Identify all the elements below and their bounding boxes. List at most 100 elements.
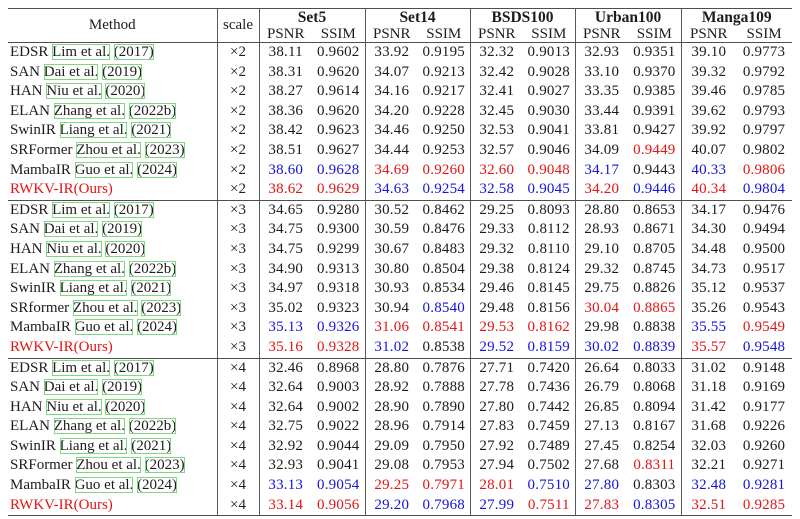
method-cell: ELAN Zhang et al. (2022b) <box>8 102 217 122</box>
ssim-header: SSIM <box>426 26 462 42</box>
psnr-value: 32.53 <box>469 121 524 141</box>
scale-cell: ×3 <box>216 239 259 260</box>
citation-year-link[interactable]: (2022b) <box>128 102 177 119</box>
psnr-value: 29.46 <box>469 279 524 299</box>
citation-link[interactable]: Zhang et al. <box>53 418 125 435</box>
psnr-value: 35.57 <box>680 337 737 358</box>
psnr-value: 34.63 <box>364 180 419 201</box>
ssim-value: 0.8110 <box>527 240 570 257</box>
citation-year-link[interactable]: (2022b) <box>128 418 177 435</box>
ssim-value: 0.9169 <box>742 379 786 396</box>
citation-year-link[interactable]: (2022b) <box>128 260 177 277</box>
method-name: EDSR <box>10 44 49 60</box>
psnr-value: 33.92 <box>364 42 419 63</box>
ssim-value: 0.9328 <box>317 338 360 355</box>
citation-link[interactable]: Niu et al. <box>46 83 102 100</box>
citation-year-link[interactable]: (2017) <box>113 359 154 376</box>
psnr-value: 40.07 <box>680 140 737 161</box>
citation-link[interactable]: Liang et al. <box>59 280 128 297</box>
citation-year-link[interactable]: (2020) <box>105 398 146 415</box>
ssim-value: 0.8462 <box>422 201 465 218</box>
ssim-value: 0.9323 <box>317 299 360 316</box>
psnr-value: 30.93 <box>364 279 419 299</box>
citation-year-link[interactable]: (2019) <box>102 379 143 396</box>
scale-block: EDSR Lim et al. (2017) ×2 38.11 0.9602 33.92… <box>8 42 793 201</box>
citation-link[interactable]: Zhou et al. <box>76 457 141 474</box>
citation-link[interactable]: Dai et al. <box>43 379 99 396</box>
citation-link[interactable]: Dai et al. <box>43 63 99 80</box>
scale-cell: ×4 <box>216 378 259 398</box>
psnr-value: 27.80 <box>574 476 629 496</box>
ssim-value: 0.8653 <box>633 201 676 218</box>
method-name: SRFormer <box>10 457 73 474</box>
citation-link[interactable]: Zhang et al. <box>53 260 125 277</box>
ssim-value: 0.9443 <box>633 161 676 178</box>
ssim-value: 0.9548 <box>742 338 786 355</box>
citation-link[interactable]: Lim et al. <box>52 201 110 218</box>
citation-link[interactable]: Zhou et al. <box>72 299 138 316</box>
citation-year-link[interactable]: (2017) <box>113 201 154 218</box>
table-row: MambaIR Guo et al. (2024) ×2 38.60 0.9628 34… <box>8 160 792 181</box>
psnr-value: 26.79 <box>574 378 629 398</box>
citation-year-link[interactable]: (2020) <box>105 83 146 100</box>
psnr-value: 27.45 <box>574 436 629 457</box>
citation-link[interactable]: Dai et al. <box>43 221 99 238</box>
citation-link[interactable]: Liang et al. <box>59 122 128 139</box>
method-cell: SwinIR Liang et al. (2021) <box>8 121 217 141</box>
citation-link[interactable]: Niu et al. <box>46 398 102 415</box>
ssim-value: 0.8745 <box>633 260 676 277</box>
method-cell: RWKV-IR(Ours) <box>8 496 217 516</box>
citation-link[interactable]: Zhang et al. <box>53 102 125 119</box>
table-row: HAN Niu et al. (2020) ×4 32.64 0.9002 28.90 0… <box>8 397 792 418</box>
citation-link[interactable]: Niu et al. <box>46 240 102 257</box>
method-cell: HAN Niu et al. (2020) <box>8 82 217 102</box>
scale-cell: ×2 <box>216 180 259 201</box>
ssim-value: 0.9002 <box>317 398 360 415</box>
citation-year-link[interactable]: (2019) <box>102 63 143 80</box>
ssim-value: 0.9300 <box>317 221 360 238</box>
ssim-value: 0.7953 <box>422 457 465 474</box>
ssim-value: 0.9351 <box>633 44 676 60</box>
ssim-value: 0.8124 <box>527 260 570 277</box>
citation-year-link[interactable]: (2023) <box>141 299 182 316</box>
ssim-value: 0.9802 <box>742 141 786 158</box>
citation-link[interactable]: Guo et al. <box>74 319 134 336</box>
col-header-set5: Set5 <box>258 8 366 26</box>
citation-year-link[interactable]: (2020) <box>105 240 146 257</box>
ssim-value: 0.9148 <box>742 359 786 376</box>
citation-year-link[interactable]: (2023) <box>144 141 185 158</box>
citation-year-link[interactable]: (2021) <box>131 280 172 297</box>
citation-link[interactable]: Lim et al. <box>52 359 110 376</box>
ssim-value: 0.7914 <box>422 418 465 435</box>
method-cell: EDSR Lim et al. (2017) <box>8 358 217 378</box>
psnr-value: 28.90 <box>364 397 419 418</box>
scale-cell: ×3 <box>216 337 259 358</box>
citation-year-link[interactable]: (2021) <box>131 122 172 139</box>
citation-year-link[interactable]: (2017) <box>113 44 154 60</box>
psnr-value: 32.93 <box>574 42 629 63</box>
citation-year-link[interactable]: (2021) <box>131 437 172 454</box>
ssim-value: 0.8094 <box>633 398 676 415</box>
citation-link[interactable]: Guo et al. <box>74 477 134 494</box>
method-cell: HAN Niu et al. (2020) <box>8 398 217 418</box>
citation-year-link[interactable]: (2024) <box>137 477 178 494</box>
table-row: RWKV-IR(Ours) ×4 33.14 0.9056 29.20 0.7968 27.… <box>8 495 792 516</box>
ssim-header: SSIM <box>636 26 672 42</box>
psnr-header: PSNR <box>258 26 312 43</box>
citation-link[interactable]: Liang et al. <box>59 437 128 454</box>
ssim-value: 0.9628 <box>317 161 360 178</box>
citation-year-link[interactable]: (2024) <box>137 161 178 178</box>
ssim-value: 0.7510 <box>527 477 570 494</box>
method-cell: SwinIR Liang et al. (2021) <box>8 437 217 457</box>
citation-year-link[interactable]: (2024) <box>137 319 178 336</box>
psnr-value: 38.42 <box>258 121 312 141</box>
table-row: SAN Dai et al. (2019) ×3 34.75 0.9300 30.59 0… <box>8 220 792 240</box>
citation-link[interactable]: Guo et al. <box>74 161 134 178</box>
citation-link[interactable]: Lim et al. <box>52 44 110 60</box>
citation-link[interactable]: Zhou et al. <box>76 141 141 158</box>
citation-year-link[interactable]: (2023) <box>144 457 185 474</box>
psnr-value: 35.16 <box>258 337 312 358</box>
psnr-value: 35.13 <box>258 318 312 338</box>
citation-year-link[interactable]: (2019) <box>102 221 143 238</box>
table-row: MambaIR Guo et al. (2024) ×3 35.13 0.9326 31… <box>8 318 792 338</box>
